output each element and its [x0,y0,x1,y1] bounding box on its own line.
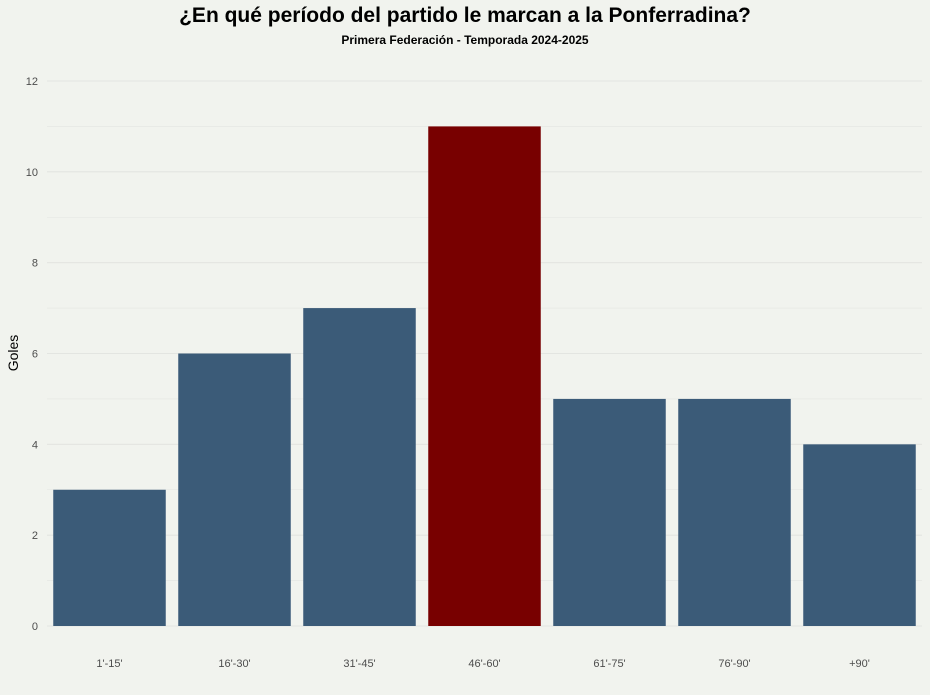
bar [303,308,416,626]
x-tick-label: 61'-75' [593,658,625,670]
chart-subtitle: Primera Federación - Temporada 2024-2025 [341,33,589,47]
y-axis-ticks: 0 2 4 6 8 10 12 [26,76,38,633]
bar [678,398,791,626]
y-tick-label: 2 [32,530,38,542]
y-tick-label: 0 [32,621,38,633]
y-tick-label: 8 [32,258,38,270]
x-axis-ticks: 1'-15' 16'-30' 31'-45' 46'-60' 61'-75' 76'-90… [96,658,869,670]
bar [53,489,166,626]
x-tick-label: 46'-60' [468,658,500,670]
y-axis-label: Goles [5,335,21,372]
x-tick-label: 76'-90' [718,658,750,670]
x-tick-label: 16'-30' [218,658,250,670]
y-tick-label: 4 [32,439,38,451]
bars [53,126,916,627]
bar [178,353,291,626]
chart-title: ¿En qué período del partido le marcan a … [179,4,751,27]
bar [553,398,666,626]
y-tick-label: 6 [32,349,38,361]
x-tick-label: +90' [849,658,870,670]
y-tick-label: 10 [26,167,38,179]
bar [803,444,916,626]
bar [428,126,541,627]
x-tick-label: 31'-45' [343,658,375,670]
y-tick-label: 12 [26,76,38,88]
x-tick-label: 1'-15' [96,658,122,670]
